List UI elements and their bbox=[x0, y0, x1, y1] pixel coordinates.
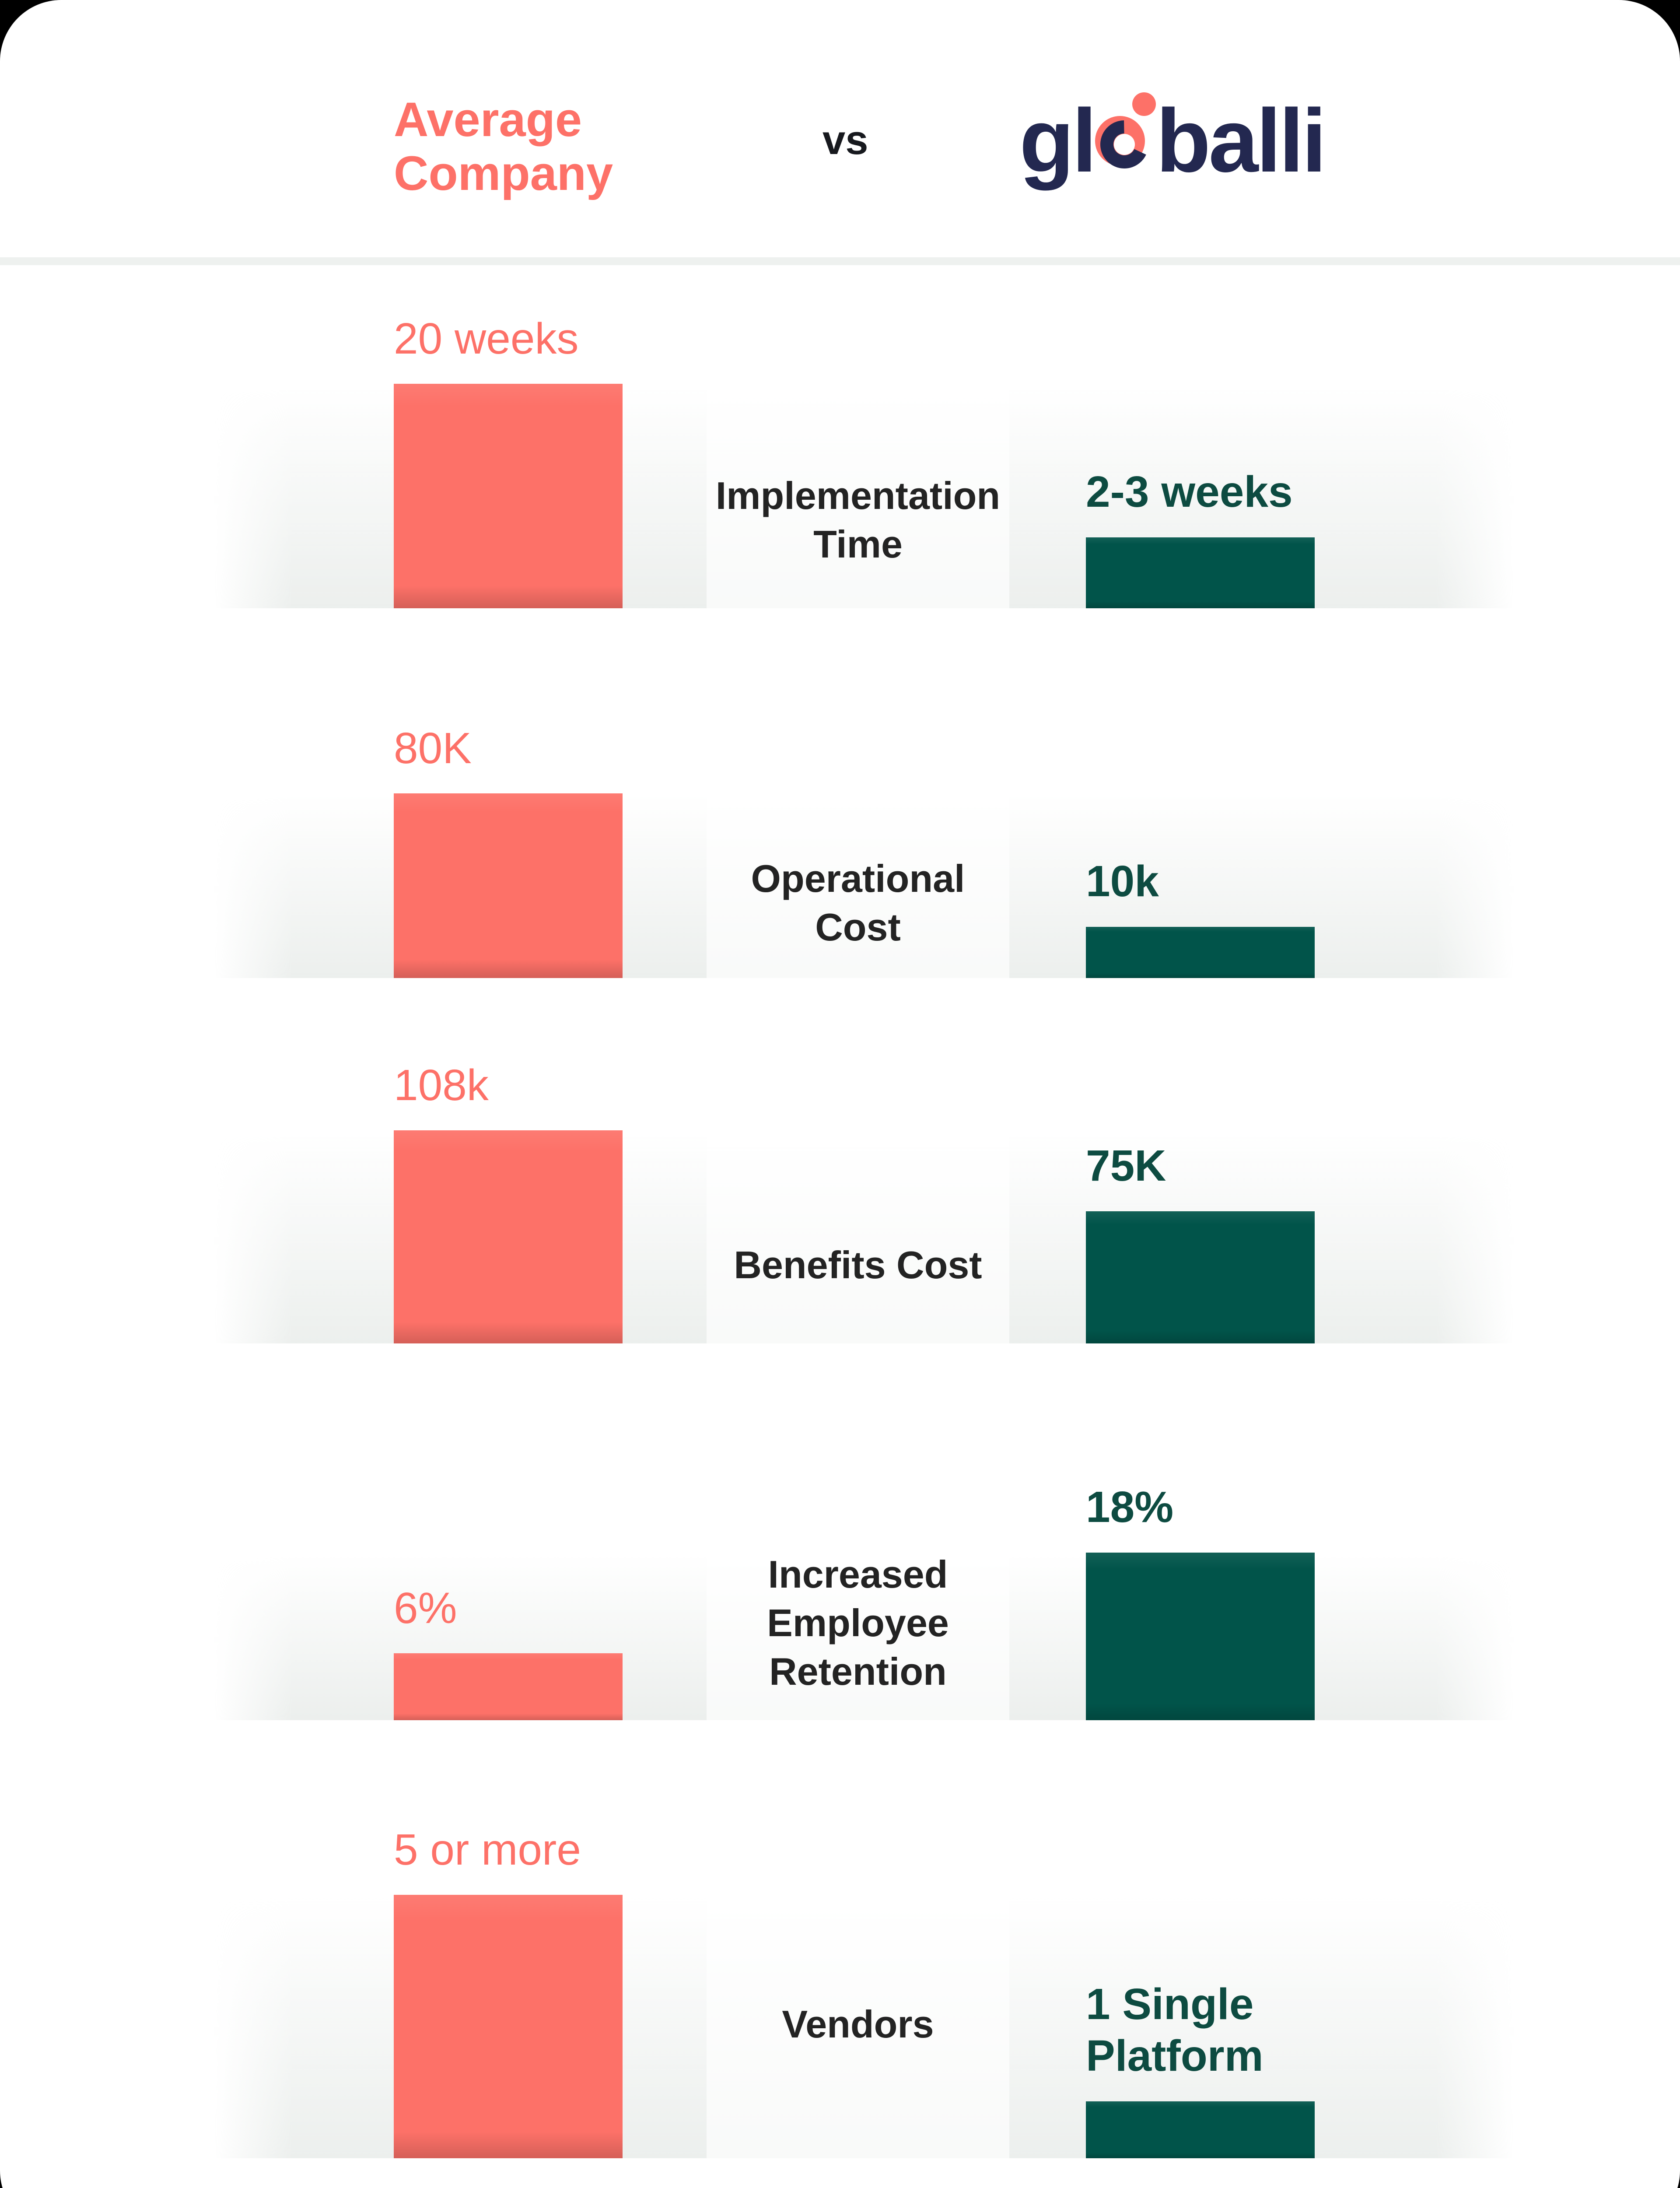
category-panel bbox=[707, 384, 1009, 608]
average-value-label: 5 or more bbox=[394, 1825, 581, 1874]
globalli-value-label: 1 Single Platform bbox=[1086, 1980, 1264, 2080]
category-panel bbox=[707, 1553, 1009, 1720]
globalli-value-label: 10k bbox=[1086, 857, 1159, 906]
average-company-bar bbox=[394, 1653, 623, 1720]
globalli-value-label: 2-3 weeks bbox=[1086, 467, 1293, 516]
category-label: Vendors bbox=[782, 2002, 934, 2046]
logo-o-icon bbox=[1095, 92, 1156, 168]
header-divider bbox=[0, 257, 1680, 265]
globalli-logo: gl balli bbox=[1019, 80, 1326, 193]
comparison-row-implementation-time: 20 weeks Implementation Time 2-3 weeks bbox=[0, 306, 1680, 608]
average-value-label: 108k bbox=[394, 1061, 489, 1110]
vs-label: vs bbox=[822, 117, 868, 163]
globalli-bar bbox=[1086, 537, 1315, 608]
average-value-label: 20 weeks bbox=[394, 314, 579, 363]
category-label: Implementation Time bbox=[715, 473, 1001, 566]
category-label: Increased Employee Retention bbox=[767, 1553, 949, 1693]
globalli-bar bbox=[1086, 1211, 1315, 1343]
average-company-bar bbox=[394, 1895, 623, 2158]
average-value-label: 6% bbox=[394, 1584, 457, 1633]
globalli-bar bbox=[1086, 2101, 1315, 2158]
average-company-bar bbox=[394, 384, 623, 608]
category-panel bbox=[707, 1895, 1009, 2158]
category-label: Benefits Cost bbox=[734, 1243, 982, 1287]
average-company-bar bbox=[394, 793, 623, 978]
comparison-row-employee-retention: 6% Increased Employee Retention 18% bbox=[0, 1479, 1680, 1720]
average-value-label: 80K bbox=[394, 724, 472, 773]
logo-text-balli: balli bbox=[1156, 91, 1326, 191]
comparison-row-benefits-cost: 108k Benefits Cost 75K bbox=[0, 1041, 1680, 1343]
average-company-title: Average Company bbox=[394, 93, 613, 201]
average-company-bar bbox=[394, 1130, 623, 1343]
comparison-row-vendors: 5 or more Vendors 1 Single Platform bbox=[0, 1812, 1680, 2158]
category-panel bbox=[707, 793, 1009, 978]
comparison-row-operational-cost: 80K Operational Cost 10k bbox=[0, 700, 1680, 978]
logo-text-gl: gl bbox=[1019, 91, 1097, 191]
globalli-bar bbox=[1086, 927, 1315, 978]
category-label: Operational Cost bbox=[751, 857, 965, 949]
globalli-value-label: 18% bbox=[1086, 1483, 1174, 1532]
globalli-value-label: 75K bbox=[1086, 1141, 1166, 1190]
category-panel bbox=[707, 1130, 1009, 1343]
globalli-bar bbox=[1086, 1553, 1315, 1720]
